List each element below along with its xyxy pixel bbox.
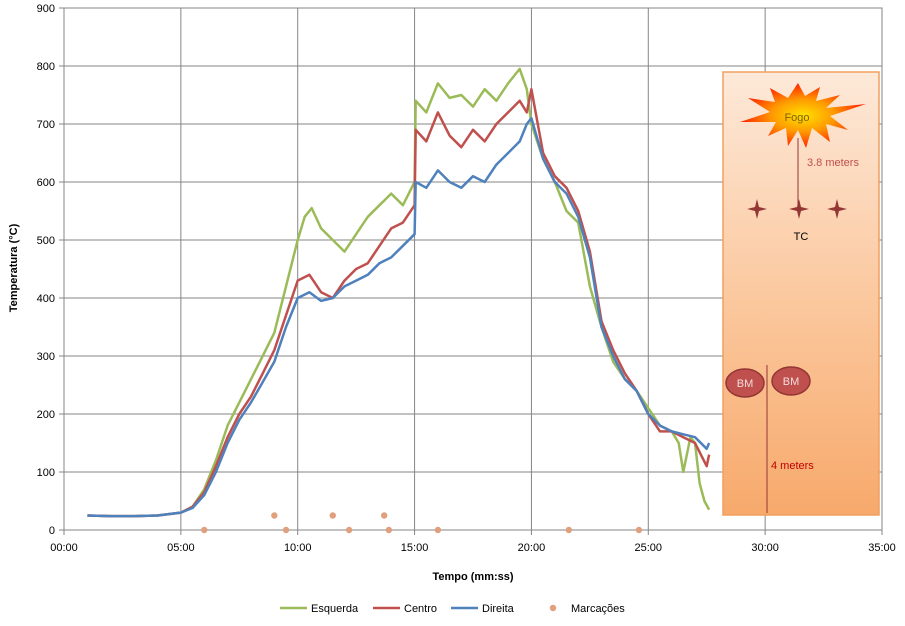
marcacao-point: [282, 526, 290, 534]
bm-marker-left: [725, 368, 765, 398]
x-tick-label: 00:00: [50, 542, 78, 554]
x-axis-ticks: 00:00 05:00 10:00 15:00 20:00 25:00 30:00 35:00: [50, 530, 896, 554]
x-tick-label: 20:00: [518, 542, 546, 554]
y-tick-label: 300: [37, 351, 55, 363]
bm-marker-right: [771, 366, 811, 396]
thermocouple-icon-3: [827, 199, 847, 219]
x-tick-label: 30:00: [751, 542, 779, 554]
marcacao-point: [434, 526, 442, 534]
x-tick-label: 10:00: [284, 542, 312, 554]
marcacao-point: [385, 526, 393, 534]
thermocouple-icon-1: [747, 199, 767, 219]
x-tick-label: 35:00: [868, 542, 896, 554]
marcacao-point: [565, 526, 573, 534]
y-tick-label: 700: [37, 119, 55, 131]
y-tick-label: 800: [37, 61, 55, 73]
fire-label: Fogo: [784, 112, 809, 124]
inset-diagram: Fogo 3.8 meters TC BM BM 4 meters: [722, 71, 880, 516]
marcacao-point: [201, 526, 208, 534]
y-tick-label: 400: [37, 293, 55, 305]
legend-label: Marcações: [571, 603, 625, 615]
marcacao-point: [345, 526, 353, 534]
tc-label: TC: [794, 231, 809, 243]
bm-label-left: BM: [737, 378, 754, 390]
legend: Esquerda Centro Direita Marcações: [280, 603, 625, 615]
marcacao-point: [635, 526, 643, 534]
legend-label: Centro: [404, 603, 437, 615]
series-lines: [87, 67, 711, 518]
y-tick-label: 900: [37, 3, 55, 15]
y-tick-label: 0: [49, 525, 55, 537]
y-axis-ticks: 0 100 200 300 400 500 600 700 800 900: [37, 3, 64, 537]
y-tick-label: 500: [37, 235, 55, 247]
legend-marker: [549, 604, 557, 612]
legend-label: Esquerda: [311, 603, 359, 615]
x-tick-label: 25:00: [635, 542, 663, 554]
x-axis-title: Tempo (mm:ss): [432, 571, 513, 583]
y-tick-label: 600: [37, 177, 55, 189]
legend-label: Direita: [482, 603, 515, 615]
thermocouple-icon-2: [789, 199, 809, 219]
marcacoes-markers: [201, 512, 643, 534]
series-centro-line: [87, 87, 711, 518]
y-axis-title: Temperatura (°C): [8, 223, 20, 312]
series-direita-line: [87, 116, 711, 518]
distance-label-bottom: 4 meters: [771, 460, 814, 472]
series-esquerda-line: [87, 67, 711, 518]
marcacao-point: [329, 512, 336, 519]
y-tick-label: 200: [37, 409, 55, 421]
x-tick-label: 15:00: [401, 542, 429, 554]
marcacao-point: [380, 512, 388, 519]
y-tick-label: 100: [37, 467, 55, 479]
distance-label-top: 3.8 meters: [807, 157, 859, 169]
fire-icon: [740, 83, 866, 148]
bm-label-right: BM: [783, 376, 800, 388]
x-tick-label: 05:00: [167, 542, 195, 554]
marcacao-point: [271, 512, 278, 519]
inset-box: [722, 71, 880, 516]
